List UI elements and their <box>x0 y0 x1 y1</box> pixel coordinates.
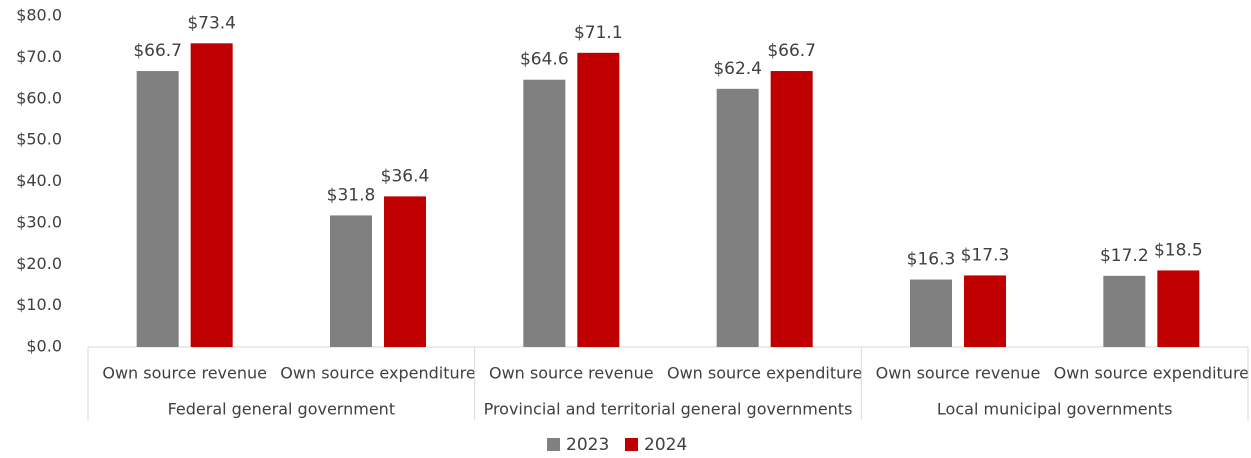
y-tick-label: $10.0 <box>16 295 62 314</box>
x-tick-label: Own source revenue <box>489 364 654 383</box>
group-label: Provincial and territorial general gover… <box>484 400 853 419</box>
x-tick-label: Own source expenditure <box>280 364 475 383</box>
y-tick-label: $30.0 <box>16 212 62 231</box>
y-tick-label: $0.0 <box>26 337 62 356</box>
value-label: $62.4 <box>713 59 762 79</box>
legend-swatch <box>547 438 560 451</box>
value-label: $36.4 <box>381 166 430 186</box>
y-tick-label: $60.0 <box>16 88 62 107</box>
x-tick-label: Own source revenue <box>102 364 267 383</box>
bar <box>1157 270 1200 347</box>
x-tick-label: Own source expenditure <box>667 364 862 383</box>
group-label: Local municipal governments <box>937 400 1172 419</box>
value-label: $66.7 <box>767 41 816 61</box>
value-label: $18.5 <box>1154 240 1203 260</box>
bar <box>330 215 372 347</box>
value-label: $17.2 <box>1100 246 1149 266</box>
value-label: $66.7 <box>133 41 182 61</box>
bar <box>523 79 566 347</box>
bar <box>910 279 952 347</box>
y-tick-label: $80.0 <box>16 6 62 25</box>
value-label: $64.6 <box>520 50 569 70</box>
bar <box>770 71 813 347</box>
bar <box>136 71 179 347</box>
value-label: $73.4 <box>187 13 236 33</box>
legend-label: 2023 <box>566 435 609 455</box>
value-label: $16.3 <box>907 250 956 270</box>
group-label: Federal general government <box>168 400 396 419</box>
bar <box>190 43 233 348</box>
value-label: $31.8 <box>327 185 376 205</box>
x-tick-label: Own source revenue <box>876 364 1041 383</box>
bar <box>964 275 1006 347</box>
y-tick-label: $20.0 <box>16 254 62 273</box>
bar <box>577 52 620 347</box>
legend-label: 2024 <box>644 435 687 455</box>
y-tick-label: $40.0 <box>16 171 62 190</box>
bar <box>716 88 759 347</box>
legend-swatch <box>625 438 638 451</box>
bar <box>384 196 426 347</box>
y-tick-label: $50.0 <box>16 130 62 149</box>
value-label: $17.3 <box>961 245 1010 265</box>
bar <box>1103 275 1146 347</box>
y-tick-label: $70.0 <box>16 47 62 66</box>
value-label: $71.1 <box>574 23 623 43</box>
x-tick-label: Own source expenditure <box>1054 364 1249 383</box>
